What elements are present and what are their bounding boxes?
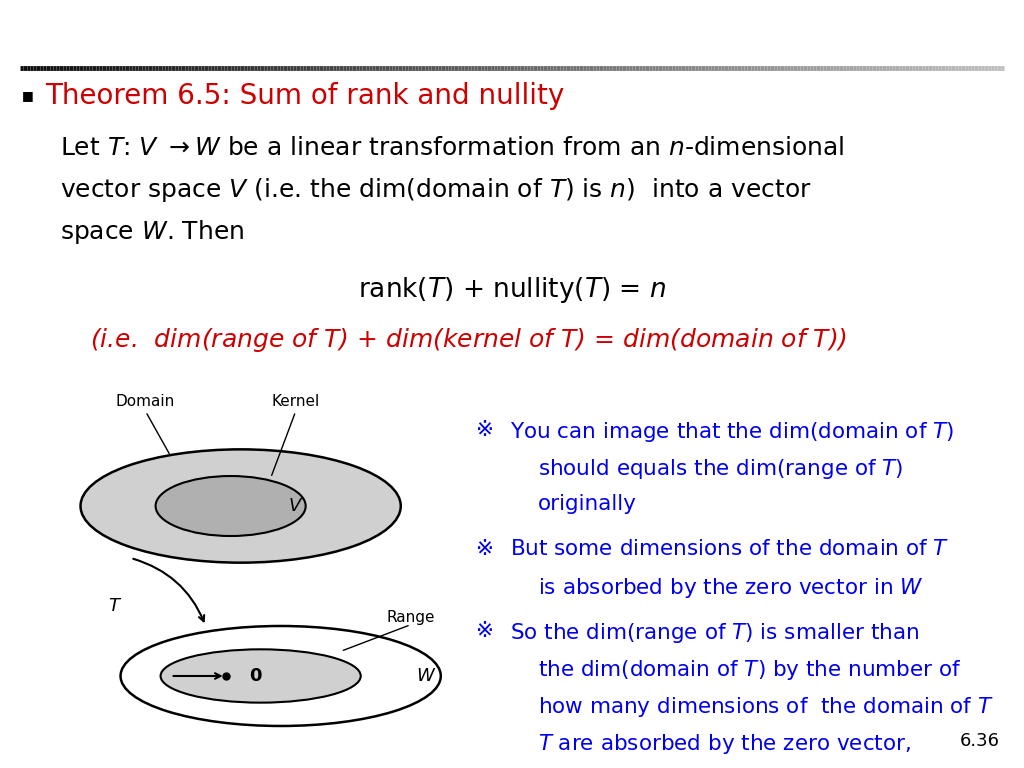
Text: space $W$. Then: space $W$. Then [60, 218, 244, 246]
Text: $V$: $V$ [288, 497, 303, 515]
Text: the dim(domain of $T$) by the number of: the dim(domain of $T$) by the number of [538, 658, 962, 682]
Text: So the dim(range of $T$) is smaller than: So the dim(range of $T$) is smaller than [510, 621, 920, 645]
Text: ■: ■ [22, 90, 34, 102]
Text: Kernel: Kernel [271, 394, 319, 409]
Text: originally: originally [538, 494, 637, 514]
Text: $\mathbf{0}$: $\mathbf{0}$ [249, 667, 262, 685]
Text: 6.36: 6.36 [961, 732, 1000, 750]
Text: ※: ※ [476, 621, 494, 641]
Text: rank($T$) + nullity($T$) = $n$: rank($T$) + nullity($T$) = $n$ [357, 275, 667, 305]
Text: You can image that the dim(domain of $T$): You can image that the dim(domain of $T$… [510, 420, 954, 444]
Text: vector space $V$ (i.e. the dim(domain of $T$) is $n$)  into a vector: vector space $V$ (i.e. the dim(domain of… [60, 176, 812, 204]
Ellipse shape [121, 626, 440, 726]
Text: Domain: Domain [116, 394, 175, 409]
Text: is absorbed by the zero vector in $W$: is absorbed by the zero vector in $W$ [538, 576, 924, 600]
Text: ※: ※ [476, 420, 494, 440]
Ellipse shape [161, 649, 360, 703]
Text: Range: Range [386, 610, 435, 624]
Text: $W$: $W$ [416, 667, 436, 685]
Text: ※: ※ [476, 539, 494, 559]
Text: But some dimensions of the domain of $T$: But some dimensions of the domain of $T$ [510, 539, 949, 559]
Text: how many dimensions of  the domain of $T$: how many dimensions of the domain of $T$ [538, 695, 994, 719]
Ellipse shape [156, 476, 306, 536]
Text: (i.e.  dim(range of $T$) + dim(kernel of $T$) = dim(domain of $T$)): (i.e. dim(range of $T$) + dim(kernel of … [90, 326, 847, 354]
Text: should equals the dim(range of $T$): should equals the dim(range of $T$) [538, 457, 903, 481]
Text: $T$ are absorbed by the zero vector,: $T$ are absorbed by the zero vector, [538, 732, 911, 756]
Text: Let $T$: $V$ $\rightarrow$$W$ be a linear transformation from an $n$-dimensional: Let $T$: $V$ $\rightarrow$$W$ be a linea… [60, 136, 845, 160]
Ellipse shape [81, 449, 400, 563]
Text: Theorem 6.5: Sum of rank and nullity: Theorem 6.5: Sum of rank and nullity [45, 82, 564, 110]
Text: $T$: $T$ [109, 597, 123, 615]
